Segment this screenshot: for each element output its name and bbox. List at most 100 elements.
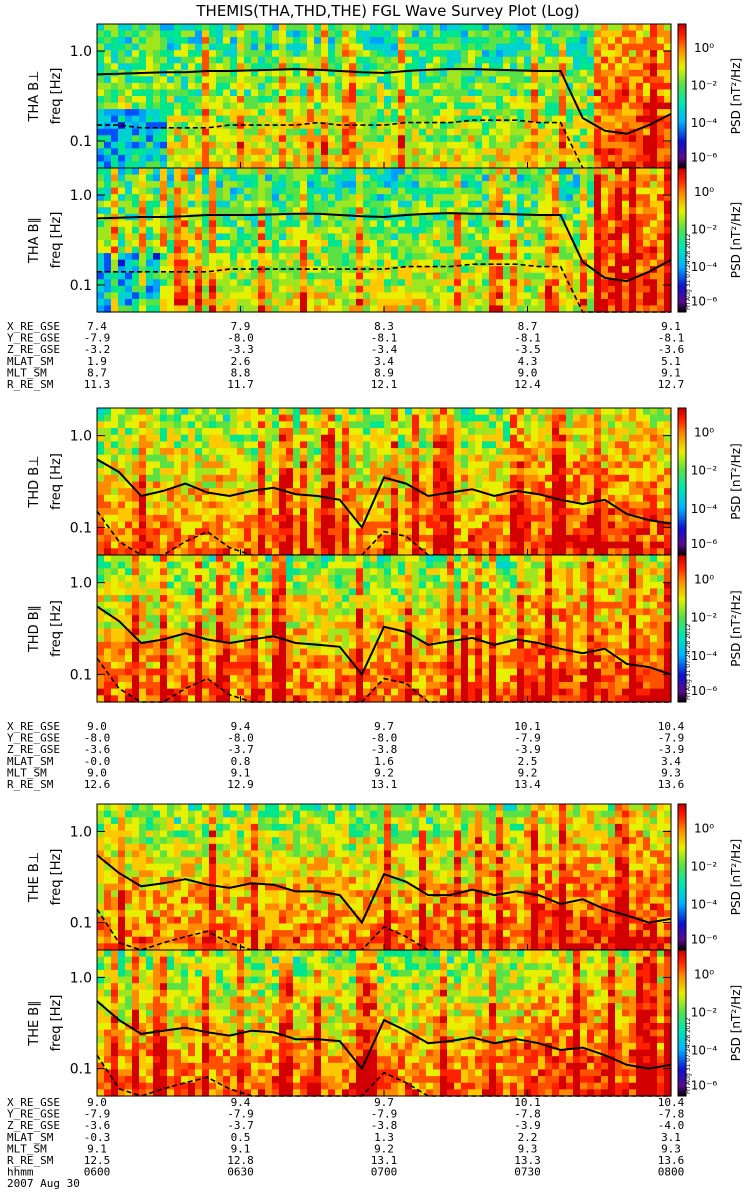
spectrogram-cell: [433, 102, 441, 110]
spectrogram-cell: [580, 76, 588, 84]
spectrogram-cell: [531, 187, 539, 195]
spectrogram-cell: [293, 128, 301, 136]
spectrogram-cell: [482, 501, 490, 509]
spectrogram-cell: [573, 63, 581, 71]
spectrogram-cell: [398, 488, 406, 496]
spectrogram-cell: [132, 534, 140, 543]
spectrogram-cell: [636, 82, 644, 91]
spectrogram-cell: [251, 174, 259, 182]
spectrogram-cell: [356, 441, 364, 449]
spectrogram-cell: [384, 102, 392, 110]
spectrogram-cell: [356, 541, 364, 549]
spectrogram-cell: [447, 82, 455, 91]
spectrogram-cell: [286, 285, 294, 293]
spectrogram-cell: [461, 468, 469, 476]
spectrogram-cell: [433, 43, 441, 51]
spectrogram-cell: [195, 220, 203, 228]
spectrogram-cell: [440, 441, 448, 449]
spectrogram-cell: [566, 259, 574, 267]
spectrogram-cell: [349, 408, 357, 416]
spectrogram-cell: [342, 89, 350, 97]
spectrogram-cell: [503, 50, 511, 58]
spectrogram-cell: [223, 161, 231, 169]
spectrogram-cell: [349, 285, 357, 293]
spectrogram-cell: [538, 292, 546, 300]
spectrogram-cell: [118, 292, 126, 300]
spectrogram-cell: [181, 50, 189, 58]
spectrogram-cell: [447, 50, 455, 58]
spectrogram-cell: [321, 220, 329, 228]
spectrogram-cell: [286, 24, 294, 32]
spectrogram-cell: [279, 96, 287, 104]
spectrogram-cell: [153, 220, 161, 228]
spectrogram-cell: [650, 24, 658, 32]
spectrogram-cell: [153, 135, 161, 143]
spectrogram-cell: [517, 272, 525, 280]
spectrogram-cell: [475, 246, 483, 254]
spectrogram-cell: [279, 89, 287, 97]
spectrogram-cell: [307, 161, 315, 169]
spectrogram-cell: [286, 428, 294, 436]
spectrogram-cell: [454, 220, 462, 228]
spectrogram-cell: [629, 259, 637, 267]
spectrogram-cell: [300, 69, 308, 77]
spectrogram-cell: [482, 226, 490, 235]
spectrogram-cell: [419, 259, 427, 267]
spectrogram-cell: [412, 161, 420, 169]
spectrogram-cell: [629, 37, 637, 45]
spectrogram-cell: [167, 508, 175, 516]
spectrogram-cell: [475, 56, 483, 64]
spectrogram-cell: [223, 141, 231, 149]
spectrogram-cell: [272, 69, 280, 77]
spectrogram-cell: [265, 30, 273, 38]
spectrogram-cell: [391, 148, 399, 156]
spectrogram-cell: [272, 194, 280, 202]
spectrogram-cell: [132, 194, 140, 202]
spectrogram-cell: [356, 174, 364, 182]
spectrogram-cell: [265, 181, 273, 189]
spectrogram-cell: [426, 408, 434, 416]
spectrogram-cell: [482, 181, 490, 189]
spectrogram-cell: [524, 187, 532, 195]
spectrogram-cell: [615, 266, 623, 274]
spectrogram-cell: [251, 508, 259, 516]
spectrogram-cell: [342, 468, 350, 476]
spectrogram-cell: [174, 233, 182, 241]
spectrogram-cell: [391, 96, 399, 104]
spectrogram-cell: [153, 240, 161, 248]
spectrogram-cell: [195, 233, 203, 241]
spectrogram-cell: [629, 207, 637, 215]
spectrogram-cell: [321, 481, 329, 489]
spectrogram-cell: [419, 122, 427, 130]
spectrogram-cell: [468, 501, 476, 509]
half-gyrofrequency-line: [97, 119, 671, 169]
spectrogram-cell: [237, 56, 245, 64]
spectrogram-cell: [664, 253, 672, 261]
spectrogram-cell: [181, 441, 189, 449]
spectrogram-cell: [209, 421, 217, 429]
spectrogram-cell: [461, 259, 469, 267]
spectrogram-cell: [615, 240, 623, 248]
spectrogram-cell: [195, 494, 203, 503]
spectrogram-cell: [377, 96, 385, 104]
spectrogram-cell: [132, 148, 140, 156]
spectrogram-cell: [237, 168, 245, 176]
spectrogram-cell: [342, 461, 350, 469]
spectrogram-cell: [650, 89, 658, 97]
spectrogram-cell: [496, 50, 504, 58]
spectrogram-cell: [104, 220, 112, 228]
colorbar-strip: [677, 167, 687, 313]
spectrogram-cell: [321, 128, 329, 136]
spectrogram-cell: [426, 30, 434, 38]
spectrogram-cell: [664, 207, 672, 215]
spectrogram-cell: [286, 474, 294, 483]
spectrogram-cell: [440, 148, 448, 156]
spectrogram-cell: [384, 76, 392, 84]
spectrogram-cell: [328, 461, 336, 469]
spectrogram-cell: [342, 82, 350, 91]
spectrogram-cell: [237, 521, 245, 529]
spectrogram-cell: [608, 298, 616, 307]
spectrogram-cell: [426, 448, 434, 456]
spectrogram-cell: [650, 63, 658, 71]
spectrogram-cell: [489, 24, 497, 32]
